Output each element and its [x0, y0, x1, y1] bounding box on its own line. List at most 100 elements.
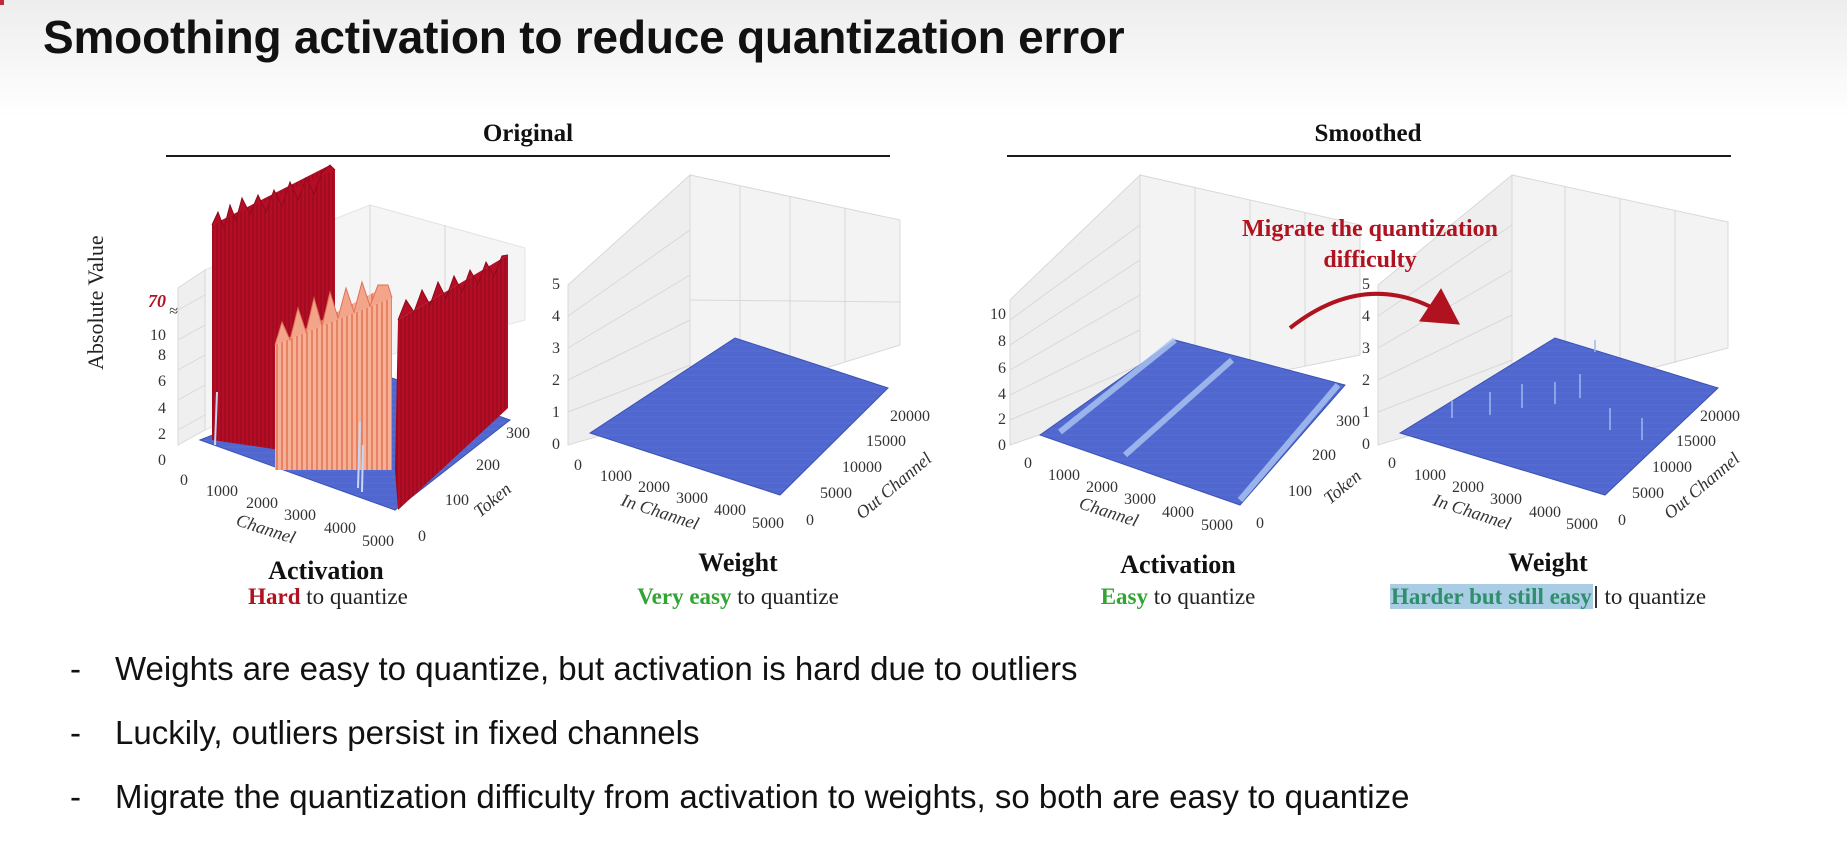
z-tick: 4	[998, 386, 1006, 403]
migrate-annotation: Migrate the quantization difficulty	[1200, 214, 1540, 276]
x-tick: 4000	[714, 502, 746, 519]
smooth-activation-caption: Easy to quantize	[968, 584, 1388, 610]
z-tick: 0	[552, 436, 560, 453]
caption-keyword: Very easy	[637, 584, 732, 609]
caption-rest: to quantize	[731, 584, 839, 609]
smooth-activation-title: Activation	[1120, 550, 1236, 579]
z-tick: 2	[1362, 372, 1370, 389]
ridges	[1058, 337, 1341, 502]
bullet-text: Luckily, outliers persist in fixed chann…	[115, 714, 700, 751]
y-tick: 200	[1312, 447, 1336, 464]
orig-weight-caption: Very easy to quantize	[528, 584, 948, 610]
small-spikes	[214, 391, 364, 493]
x-tick: 3000	[1490, 491, 1522, 508]
orig-activation-chart: 0 2 4 6 8 10 70 ≈ Absolute Value 0 1000 …	[83, 164, 530, 550]
weight-surface	[1398, 337, 1719, 496]
y-tick: 10000	[1652, 459, 1692, 476]
x-tick: 2000	[246, 495, 278, 512]
x-tick: 5000	[1201, 517, 1233, 534]
y-tick: 0	[1256, 515, 1264, 532]
caption-keyword: Easy	[1100, 584, 1148, 609]
x-ticks: 0 1000 2000 3000 4000 5000	[1024, 455, 1233, 534]
x-tick: 3000	[676, 490, 708, 507]
text-cursor-icon	[1594, 586, 1597, 608]
z-tick: 10	[150, 327, 166, 344]
z-tick: 8	[158, 347, 166, 364]
z-tick: 5	[552, 276, 560, 293]
x-ticks: 0 1000 2000 3000 4000 5000	[574, 457, 784, 532]
y-axis-label: Token	[1320, 466, 1365, 509]
weight-spikes	[1451, 340, 1643, 440]
weight-surface	[588, 337, 889, 496]
y-axis-label: Token	[470, 479, 515, 522]
orig-activation-caption: Hard to quantize	[118, 584, 538, 610]
z-tick: 6	[158, 373, 166, 390]
y-tick: 0	[806, 512, 814, 529]
y-tick: 15000	[866, 433, 906, 450]
x-tick: 5000	[752, 515, 784, 532]
x-tick: 4000	[1529, 504, 1561, 521]
x-ticks: 0 1000 2000 3000 4000 5000	[1388, 455, 1598, 533]
smooth-weight-caption: Harder but still easy to quantize	[1338, 584, 1758, 610]
x-tick: 2000	[638, 479, 670, 496]
y-tick: 300	[1336, 413, 1360, 430]
x-tick: 3000	[284, 507, 316, 524]
section-label-original: Original	[482, 120, 574, 147]
x-tick: 3000	[1124, 491, 1156, 508]
bullet-item: - Weights are easy to quantize, but acti…	[70, 650, 1409, 714]
x-tick: 1000	[1048, 467, 1080, 484]
outlier-slab-right	[395, 254, 509, 510]
z-tick: 4	[158, 400, 166, 417]
caption-rest: to quantize	[1598, 584, 1707, 609]
bullet-text: Migrate the quantization difficulty from…	[115, 778, 1410, 815]
z-ticks: 0 1 2 3 4 5	[1362, 276, 1370, 453]
z-tick: 2	[158, 426, 166, 443]
z-tick: 3	[552, 340, 560, 357]
x-tick: 5000	[1566, 516, 1598, 533]
y-tick: 0	[1618, 512, 1626, 529]
y-tick: 0	[418, 528, 426, 545]
outlier-slab-mid	[274, 280, 393, 470]
z-ticks: 0 2 4 6 8 10	[990, 306, 1006, 454]
y-tick: 100	[445, 492, 469, 509]
caption-keyword-selected[interactable]: Harder but still easy	[1389, 584, 1593, 609]
y-tick: 5000	[1632, 485, 1664, 502]
bullet-text: Weights are easy to quantize, but activa…	[115, 650, 1078, 687]
x-tick: 1000	[600, 468, 632, 485]
y-ticks: 0 100 200 300	[1256, 413, 1360, 532]
z-tick: 4	[552, 308, 560, 325]
y-tick: 20000	[890, 408, 930, 425]
orig-weight-title: Weight	[698, 548, 778, 577]
slide-title: Smoothing activation to reduce quantizat…	[43, 11, 1125, 63]
z-tick: 10	[990, 306, 1006, 323]
section-label-smoothed: Smoothed	[1314, 120, 1422, 147]
x-tick: 2000	[1452, 479, 1484, 496]
z-tick: 0	[998, 437, 1006, 454]
smooth-weight-chart: 0 1 2 3 4 5 0 1000 2000 3000 4000 5000 I…	[1362, 173, 1743, 534]
x-ticks: 0 1000 2000 3000 4000 5000	[180, 472, 394, 550]
x-tick: 4000	[324, 520, 356, 537]
y-ticks: 0 5000 10000 15000 20000	[1618, 408, 1740, 529]
smooth-activation-chart: 0 2 4 6 8 10 0 1000 2000 3000 4000 5000 …	[990, 173, 1365, 534]
z-tick: 5	[1362, 276, 1370, 293]
z-ticks: 0 1 2 3 4 5	[552, 276, 560, 453]
z-tick: 0	[158, 452, 166, 469]
z-tick: 2	[552, 372, 560, 389]
y-tick: 200	[476, 457, 500, 474]
x-tick: 0	[180, 472, 188, 489]
x-tick: 0	[1024, 455, 1032, 472]
bullet-list: - Weights are easy to quantize, but acti…	[70, 650, 1409, 842]
x-tick: 2000	[1086, 479, 1118, 496]
migrate-annotation-line2: difficulty	[1323, 247, 1417, 273]
orig-activation-title: Activation	[268, 556, 384, 585]
z-tick: 6	[998, 360, 1006, 377]
migrate-arrow	[1288, 288, 1461, 330]
x-tick: 0	[574, 457, 582, 474]
x-tick: 5000	[362, 533, 394, 550]
z-axis-label: Absolute Value	[83, 235, 108, 370]
z-tick: 1	[552, 404, 560, 421]
section-rule-smoothed	[1007, 155, 1731, 157]
smooth-weight-title: Weight	[1508, 548, 1588, 577]
caption-keyword: Hard	[248, 584, 301, 609]
